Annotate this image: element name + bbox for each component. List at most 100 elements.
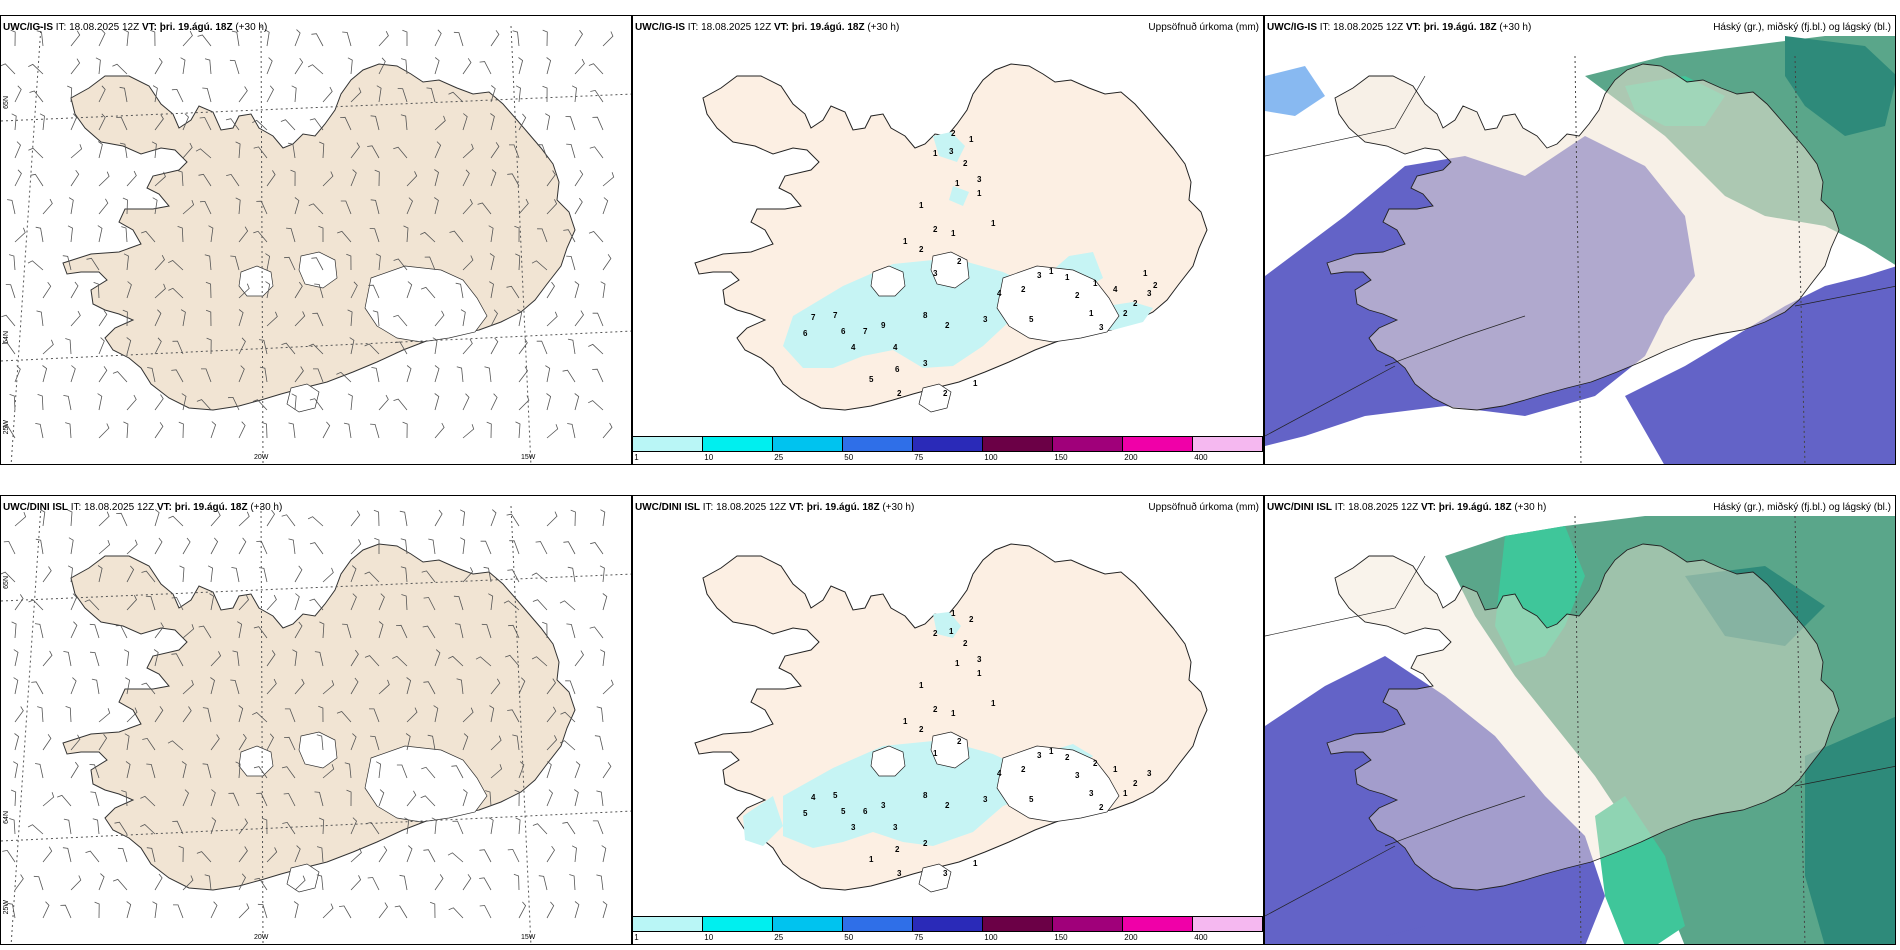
wind-barb <box>294 29 301 47</box>
wind-barb <box>514 789 520 807</box>
wind-barb <box>479 877 492 891</box>
wind-barb <box>490 113 495 131</box>
wind-barb <box>535 541 548 555</box>
wind-barb <box>462 424 475 439</box>
wind-barb <box>602 762 612 779</box>
wind-barb <box>14 227 26 243</box>
wind-barb <box>238 283 250 299</box>
wind-barb <box>350 677 359 695</box>
wind-barb <box>258 339 268 355</box>
wind-barb <box>116 512 128 527</box>
wind-barb <box>98 29 106 47</box>
wind-barb <box>119 142 128 159</box>
wind-barb <box>393 258 408 271</box>
wind-barb <box>314 651 324 667</box>
wind-barb <box>570 509 576 527</box>
wind-barb <box>422 625 436 639</box>
wind-barb <box>462 733 469 751</box>
wind-barb <box>574 761 581 779</box>
wind-barb <box>545 113 551 131</box>
precip-field-title: Uppsöfnuð úrkoma (mm) <box>1148 22 1259 33</box>
wind-barb <box>434 365 440 383</box>
wind-barb <box>294 845 301 863</box>
wind-barb <box>98 873 105 891</box>
wind-barb <box>546 57 552 75</box>
legend-ticks: 1 10 25 50 75 100 150 200 400 <box>633 453 1263 463</box>
wind-barb <box>33 875 44 891</box>
wind-barb <box>150 29 156 47</box>
wind-barb <box>238 365 245 383</box>
lat-label: 65N <box>3 96 10 109</box>
wind-barb <box>546 678 556 695</box>
wind-barb <box>265 281 271 299</box>
wind-barb <box>490 678 501 695</box>
wind-barb <box>231 567 240 583</box>
wind-barb <box>546 789 553 807</box>
wind-barb <box>602 422 613 439</box>
wind-barb <box>600 649 606 667</box>
wind-barb <box>126 565 135 583</box>
wind-barb <box>344 762 352 779</box>
wind-barb <box>11 113 17 131</box>
wind-barb <box>421 570 436 583</box>
wind-barb <box>490 764 503 779</box>
wind-barb <box>232 650 240 667</box>
wind-barb <box>406 365 412 383</box>
wind-barb <box>39 113 45 131</box>
wind-barb <box>70 281 79 299</box>
wind-barb <box>210 901 218 919</box>
wind-barb <box>154 283 166 299</box>
wind-barb <box>112 371 128 383</box>
wind-barb <box>266 733 274 751</box>
wind-barb <box>420 231 436 243</box>
wind-barb <box>319 141 325 159</box>
wind-barb <box>506 513 520 527</box>
wind-barb <box>447 852 464 863</box>
precip-value-label: 1 <box>1123 789 1128 798</box>
legend-tick-label: 10 <box>704 933 714 942</box>
wind-barb <box>182 30 193 47</box>
precip-value-label: 3 <box>983 795 988 804</box>
wind-barb <box>93 282 100 299</box>
legend-swatch <box>1193 436 1263 452</box>
wind-barb <box>8 254 16 271</box>
wind-barb <box>486 421 492 439</box>
wind-barb <box>154 171 166 187</box>
wind-barb <box>574 58 585 75</box>
wind-barb <box>294 311 306 327</box>
precip-value-label: 6 <box>841 327 846 336</box>
wind-barb <box>266 678 277 695</box>
wind-barb <box>374 537 380 554</box>
wind-barb <box>125 761 131 779</box>
wind-barb <box>507 849 520 863</box>
wind-barb <box>462 255 474 271</box>
legend-tick-label: 75 <box>914 933 924 942</box>
init-time: IT: 18.08.2025 12Z <box>1334 502 1419 513</box>
wind-barb <box>546 170 556 187</box>
wind-barb <box>488 593 494 611</box>
wind-barb <box>316 846 324 863</box>
wind-barb <box>350 733 357 751</box>
precip-value-label: 1 <box>903 717 908 726</box>
wind-barb <box>393 314 408 327</box>
wind-barb <box>28 147 44 159</box>
wind-barb <box>112 63 128 75</box>
wind-barb <box>428 538 436 555</box>
wind-barb <box>400 538 408 555</box>
wind-barb <box>294 593 300 611</box>
wind-barb <box>172 340 184 355</box>
wind-barb <box>34 623 44 639</box>
wind-barb <box>126 337 132 355</box>
wind-barb <box>182 679 194 695</box>
wind-barb <box>399 510 408 527</box>
wind-barb <box>367 145 380 159</box>
wind-barb <box>67 509 73 527</box>
valid-time: þri. 19.ágú. 18Z <box>159 22 233 33</box>
wind-barb <box>253 626 268 639</box>
legend-ticks: 1 10 25 50 75 100 150 200 400 <box>633 933 1263 943</box>
wind-barb <box>448 91 464 103</box>
legend-swatch <box>1123 916 1193 932</box>
wind-barb <box>177 226 184 243</box>
wind-barb <box>350 817 357 835</box>
wind-barb <box>180 309 186 327</box>
